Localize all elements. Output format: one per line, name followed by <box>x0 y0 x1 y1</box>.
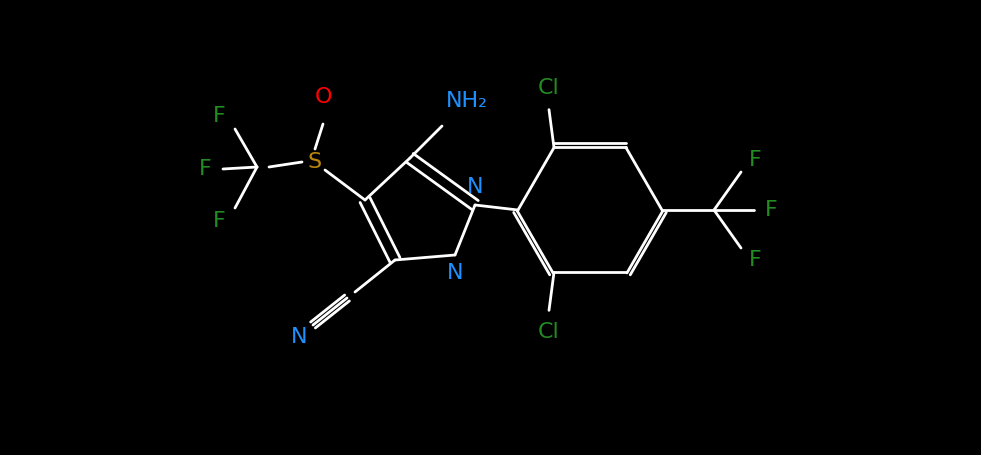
Text: N: N <box>467 177 484 197</box>
Text: S: S <box>308 152 322 172</box>
Text: Cl: Cl <box>539 78 560 98</box>
Text: NH₂: NH₂ <box>446 91 488 111</box>
Text: F: F <box>749 150 761 170</box>
Text: O: O <box>314 87 332 107</box>
Text: F: F <box>213 211 226 231</box>
Text: F: F <box>764 200 777 220</box>
Text: F: F <box>213 106 226 126</box>
Text: N: N <box>290 327 307 347</box>
Text: N: N <box>446 263 463 283</box>
Text: F: F <box>749 250 761 270</box>
Text: F: F <box>198 159 211 179</box>
Text: Cl: Cl <box>539 322 560 342</box>
